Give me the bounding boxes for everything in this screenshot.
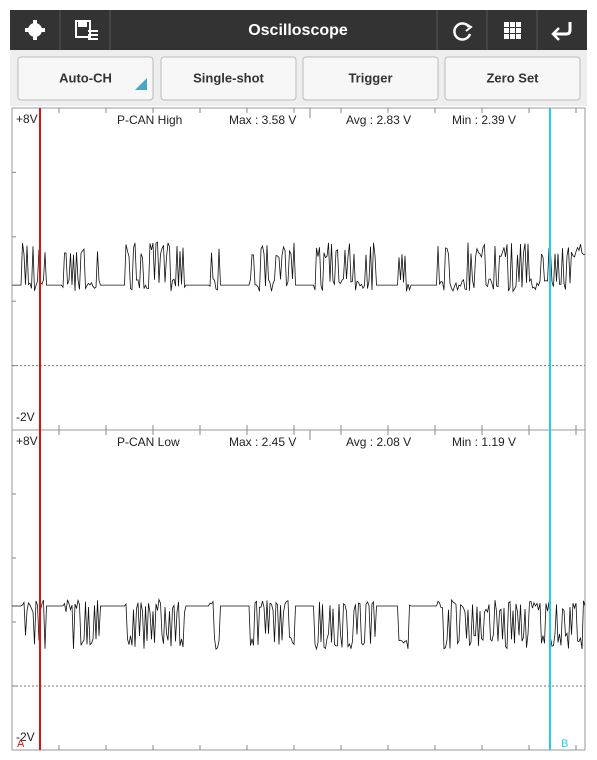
waveform — [12, 598, 586, 651]
grid-icon[interactable] — [504, 22, 521, 39]
avg-value: Avg : 2.83 V — [346, 113, 411, 127]
bottom-voltage-label: -2V — [16, 730, 35, 744]
channel-name: P-CAN Low — [117, 435, 180, 449]
dropdown-indicator — [135, 78, 147, 90]
button[interactable]: Single-shot — [160, 56, 297, 101]
min-value: Min : 2.39 V — [452, 113, 516, 127]
button-label: Auto-CH — [59, 70, 112, 85]
top-bar — [10, 10, 587, 50]
app-title: Oscilloscope — [248, 22, 348, 39]
cursor-a-label: A — [17, 738, 25, 750]
top-bar-dividers — [59, 10, 538, 50]
top-voltage-label: +8V — [16, 434, 38, 448]
button-bg — [160, 56, 297, 101]
button-label: Single-shot — [193, 70, 264, 85]
plot-area — [11, 429, 586, 751]
channel-name: P-CAN High — [117, 113, 182, 127]
save-icon[interactable] — [75, 20, 98, 40]
min-value: Min : 1.19 V — [452, 435, 516, 449]
max-value: Max : 3.58 V — [229, 113, 296, 127]
cursor-b-label: B — [561, 738, 568, 750]
button-label: Zero Set — [486, 70, 539, 85]
max-value: Max : 2.45 V — [229, 435, 296, 449]
plot-area — [11, 107, 586, 431]
button[interactable]: Zero Set — [444, 56, 581, 101]
button[interactable]: Auto-CH — [17, 56, 154, 101]
button[interactable]: Trigger — [302, 56, 439, 101]
waveform — [12, 241, 585, 293]
bottom-voltage-label: -2V — [16, 410, 35, 424]
refresh-icon[interactable] — [453, 22, 473, 41]
button-bg — [444, 56, 581, 101]
back-icon[interactable] — [551, 22, 572, 41]
settings-icon[interactable] — [25, 20, 45, 40]
button-bg — [17, 56, 154, 101]
top-voltage-label: +8V — [16, 112, 38, 126]
button-label: Trigger — [348, 70, 392, 85]
button-bg — [302, 56, 439, 101]
avg-value: Avg : 2.08 V — [346, 435, 411, 449]
